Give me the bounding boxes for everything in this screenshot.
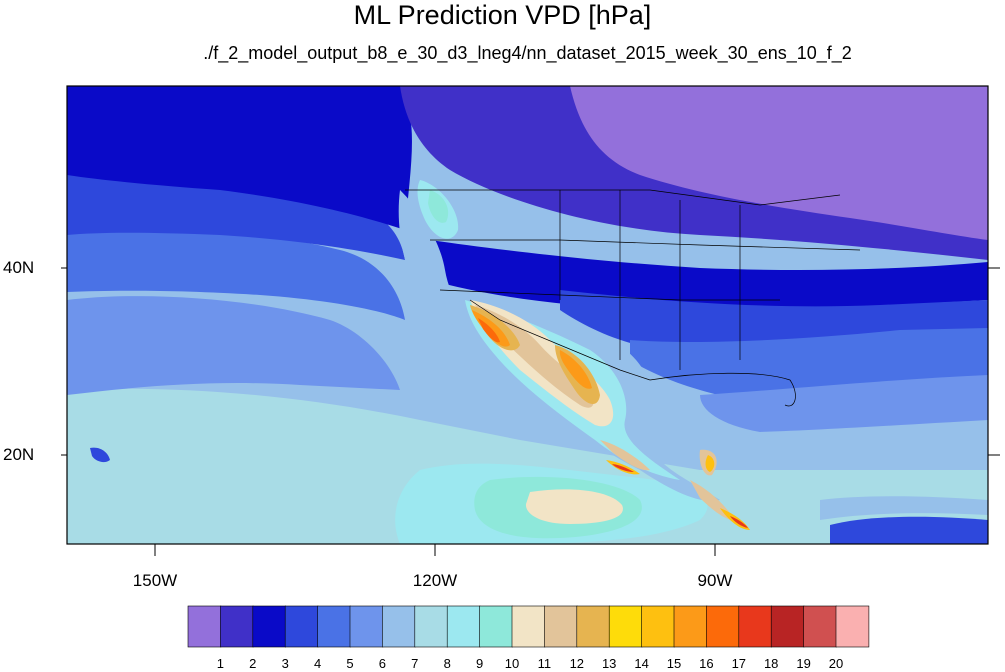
lat-label-20n: 20N [3, 445, 35, 464]
vpd-region-lavender-canada [570, 86, 988, 240]
colorbar-swatch [738, 605, 772, 648]
colorbar-label: 10 [504, 656, 520, 671]
colorbar-label: 20 [828, 656, 844, 671]
colorbar-swatch [446, 605, 481, 648]
colorbar-label: 11 [537, 656, 552, 671]
vpd-region-light-blue-caribbean [700, 375, 988, 432]
vpd-region-aqua-interior [428, 190, 449, 223]
colorbar-swatch [252, 605, 287, 648]
vpd-region-red-central-america [612, 464, 748, 528]
colorbar-swatch [414, 605, 448, 648]
colorbar-label: 14 [634, 656, 649, 671]
colorbar-label: 1 [216, 656, 224, 671]
colorbar-swatch [382, 605, 416, 648]
colorbar-swatch [317, 605, 351, 648]
lon-label-120w: 120W [412, 571, 458, 590]
lon-label-150w: 150W [132, 571, 178, 590]
vpd-region-mid-blue [67, 228, 405, 320]
colorbar-label: 5 [346, 656, 354, 671]
vpd-region-royal-southeast [830, 516, 988, 544]
map-title: ML Prediction VPD [hPa] [353, 0, 652, 30]
colorbar-label: 6 [378, 656, 386, 671]
colorbar-label: 9 [475, 656, 484, 671]
colorbar-label: 19 [796, 656, 811, 671]
vpd-region-gold-mexico [470, 305, 600, 405]
colorbar-swatch [641, 605, 675, 648]
colorbar-swatch [835, 605, 870, 648]
vpd-region-tan-south [525, 489, 623, 524]
colorbar-label: 4 [313, 656, 322, 671]
colorbar-label: 13 [601, 656, 617, 671]
vpd-region-red-orange-baja [478, 318, 500, 343]
colorbar-swatch [220, 605, 254, 648]
vpd-region-royal-hawaii [90, 447, 110, 463]
axis-ticks [61, 267, 1000, 556]
colorbar-swatch [284, 605, 319, 648]
colorbar-swatch [544, 605, 578, 648]
colorbar-label: 15 [666, 656, 682, 671]
colorbar-swatch [511, 605, 546, 648]
map-frame [66, 85, 989, 545]
vpd-region-gold-central-america [606, 455, 750, 530]
colorbar-label: 3 [281, 656, 289, 671]
vpd-region-sand-central-america [600, 440, 735, 521]
lat-label-40n: 40N [3, 258, 35, 277]
colorbar-swatch [803, 605, 837, 648]
colorbar-swatch [349, 605, 384, 648]
vpd-region-light-blue-mid [67, 296, 400, 395]
map-plot-area [67, 86, 988, 544]
colorbar [187, 605, 870, 648]
colorbar-label: 17 [731, 656, 747, 671]
colorbar-label: 16 [699, 656, 714, 671]
map-subtitle: ./f_2_model_output_b8_e_30_d3_lneg4/nn_d… [203, 43, 852, 63]
vpd-region-orange-baja [472, 310, 592, 389]
political-boundaries [405, 189, 861, 407]
colorbar-swatch [187, 605, 222, 648]
vpd-region-royal [67, 169, 405, 260]
vpd-region-navy-pacific [67, 86, 412, 230]
colorbar-label: 12 [569, 656, 585, 671]
colorbar-label: 18 [763, 656, 779, 671]
colorbar-swatch [479, 605, 513, 648]
lon-label-90w: 90W [697, 571, 733, 590]
colorbar-swatch [673, 605, 708, 648]
vpd-region-sky-west [398, 190, 500, 360]
colorbar-swatch [608, 605, 643, 648]
colorbar-label: 2 [249, 656, 257, 671]
colorbar-label: 7 [411, 656, 419, 671]
vpd-region-sky-southeast [820, 496, 988, 520]
colorbar-label: 8 [443, 656, 451, 671]
colorbar-swatch [576, 605, 610, 648]
colorbar-swatch [770, 605, 805, 648]
colorbar-swatch [706, 605, 740, 648]
